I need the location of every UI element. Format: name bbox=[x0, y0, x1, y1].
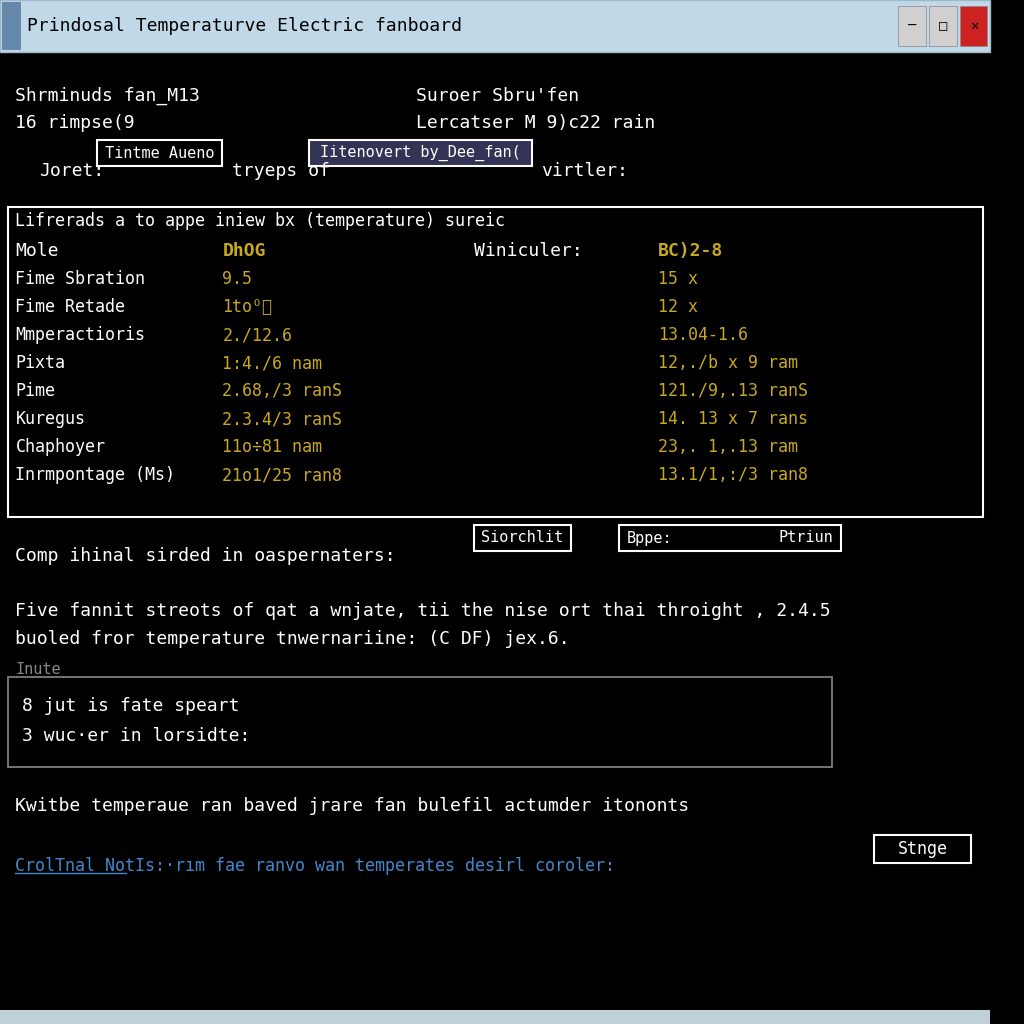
FancyBboxPatch shape bbox=[8, 677, 831, 767]
Text: 23,. 1,.13 ram: 23,. 1,.13 ram bbox=[657, 438, 798, 456]
Text: 21o1/25 ran8: 21o1/25 ran8 bbox=[222, 466, 342, 484]
Text: 14. 13 x 7 rans: 14. 13 x 7 rans bbox=[657, 410, 808, 428]
FancyBboxPatch shape bbox=[474, 525, 570, 551]
Text: 16 rimpse(9: 16 rimpse(9 bbox=[14, 114, 134, 132]
Text: Pime: Pime bbox=[15, 382, 55, 400]
Text: Ptriun: Ptriun bbox=[779, 530, 834, 546]
FancyBboxPatch shape bbox=[618, 525, 842, 551]
FancyBboxPatch shape bbox=[961, 6, 987, 46]
Text: Joret:: Joret: bbox=[39, 162, 103, 180]
Text: Inute: Inute bbox=[15, 662, 61, 677]
Text: 121./9,.13 ranS: 121./9,.13 ranS bbox=[657, 382, 808, 400]
Text: Kwitbe temperaue ran baved jrare fan bulefil actumder itononts: Kwitbe temperaue ran baved jrare fan bul… bbox=[14, 797, 689, 815]
Text: –: – bbox=[908, 19, 916, 33]
Text: Lifrerads a to appe iniew bx (temperature) sureic: Lifrerads a to appe iniew bx (temperatur… bbox=[15, 212, 506, 230]
Text: Bppe:: Bppe: bbox=[627, 530, 673, 546]
Text: 9.5: 9.5 bbox=[222, 270, 253, 288]
Text: virtler:: virtler: bbox=[542, 162, 629, 180]
Text: Fime Retade: Fime Retade bbox=[15, 298, 126, 316]
Text: Fime Sbration: Fime Sbration bbox=[15, 270, 145, 288]
FancyBboxPatch shape bbox=[898, 6, 926, 46]
Text: 15 x: 15 x bbox=[657, 270, 697, 288]
FancyBboxPatch shape bbox=[930, 6, 956, 46]
Text: Chaphoyer: Chaphoyer bbox=[15, 438, 105, 456]
Text: 3 wuc·er in lorsidte:: 3 wuc·er in lorsidte: bbox=[23, 727, 251, 745]
Text: Inrmpontage (Ms): Inrmpontage (Ms) bbox=[15, 466, 175, 484]
Text: BC)2-8: BC)2-8 bbox=[657, 242, 723, 260]
Text: DhOG: DhOG bbox=[222, 242, 266, 260]
Text: 1toᴼᴽ: 1toᴼᴽ bbox=[222, 298, 272, 316]
Text: Five fannit streots of qat a wnjate, tii the nise ort thai throight , 2.4.5: Five fannit streots of qat a wnjate, tii… bbox=[14, 602, 830, 620]
FancyBboxPatch shape bbox=[874, 835, 971, 863]
Text: Comp ihinal sirded in oaspernaters:: Comp ihinal sirded in oaspernaters: bbox=[14, 547, 395, 565]
Text: Kuregus: Kuregus bbox=[15, 410, 85, 428]
Text: 2.68,/3 ranS: 2.68,/3 ranS bbox=[222, 382, 342, 400]
FancyBboxPatch shape bbox=[8, 207, 983, 517]
Text: Suroer Sbru'fen: Suroer Sbru'fen bbox=[416, 87, 580, 105]
Text: buoled fror temperature tnwernariine: (C DF) jex.6.: buoled fror temperature tnwernariine: (C… bbox=[14, 630, 569, 648]
Text: 2.3.4/3 ranS: 2.3.4/3 ranS bbox=[222, 410, 342, 428]
Text: 11o÷81 nam: 11o÷81 nam bbox=[222, 438, 323, 456]
Text: Prindosal Temperaturve Electric fanboard: Prindosal Temperaturve Electric fanboard bbox=[27, 17, 462, 35]
Text: ✕: ✕ bbox=[970, 19, 978, 33]
FancyBboxPatch shape bbox=[0, 1010, 990, 1024]
Text: 1:4./6 nam: 1:4./6 nam bbox=[222, 354, 323, 372]
Text: 12 x: 12 x bbox=[657, 298, 697, 316]
Text: tryeps of: tryeps of bbox=[232, 162, 330, 180]
Text: Siorchlit: Siorchlit bbox=[481, 530, 563, 546]
Text: CrolTnal NotIs:·rım fae ranvo wan temperates desirl coroler:: CrolTnal NotIs:·rım fae ranvo wan temper… bbox=[14, 857, 614, 874]
Text: Winiculer:: Winiculer: bbox=[474, 242, 583, 260]
FancyBboxPatch shape bbox=[0, 0, 990, 52]
Text: 2./12.6: 2./12.6 bbox=[222, 326, 293, 344]
Text: Pixta: Pixta bbox=[15, 354, 66, 372]
FancyBboxPatch shape bbox=[96, 140, 222, 166]
Text: 12,./b x 9 ram: 12,./b x 9 ram bbox=[657, 354, 798, 372]
Text: Mmperactioris: Mmperactioris bbox=[15, 326, 145, 344]
FancyBboxPatch shape bbox=[2, 2, 22, 50]
Text: Tintme Aueno: Tintme Aueno bbox=[104, 145, 214, 161]
Text: 8 jut is fate speart: 8 jut is fate speart bbox=[23, 697, 240, 715]
FancyBboxPatch shape bbox=[309, 140, 531, 166]
Text: Mole: Mole bbox=[15, 242, 59, 260]
Text: Iitenovert by_Dee_fan(: Iitenovert by_Dee_fan( bbox=[321, 145, 521, 161]
Text: 13.1/1,:/3 ran8: 13.1/1,:/3 ran8 bbox=[657, 466, 808, 484]
Text: □: □ bbox=[939, 19, 947, 33]
Text: Shrminuds fan_M13: Shrminuds fan_M13 bbox=[14, 87, 200, 105]
Text: Lercatser M 9)c22 rain: Lercatser M 9)c22 rain bbox=[416, 114, 655, 132]
Text: Stnge: Stnge bbox=[898, 840, 947, 858]
Text: 13.04-1.6: 13.04-1.6 bbox=[657, 326, 748, 344]
